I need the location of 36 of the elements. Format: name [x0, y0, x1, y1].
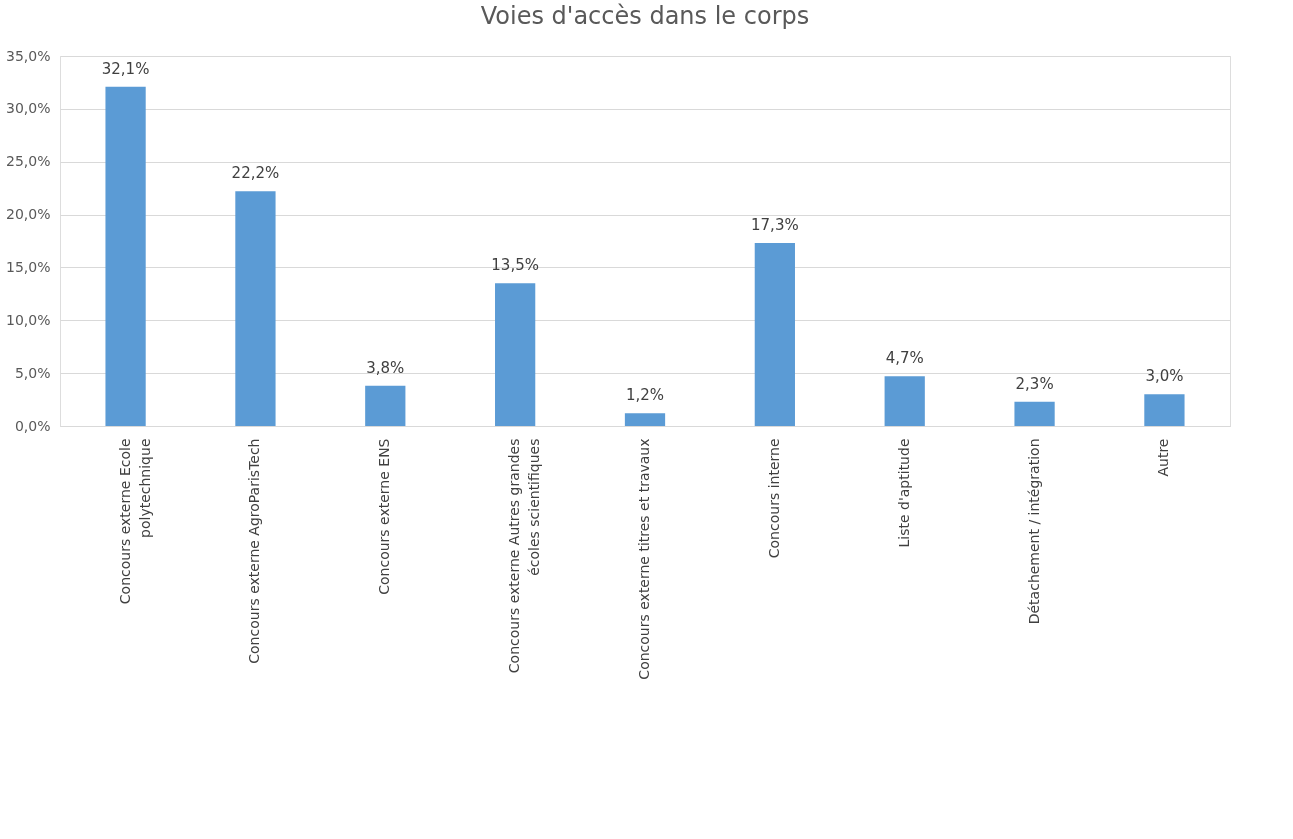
data-label: 1,2% — [625, 386, 665, 405]
x-tick-label: Concours externe titres et travaux — [636, 438, 652, 680]
y-tick-label: 20,0% — [6, 206, 51, 223]
x-tick-label: Autre — [1155, 438, 1172, 477]
data-label: 22,2% — [231, 164, 280, 183]
data-label: 13,5% — [491, 256, 539, 275]
x-tick-label: Concours externe Autres grandes écoles scientifiques — [506, 438, 543, 674]
bar — [1144, 394, 1185, 426]
bar — [235, 191, 276, 426]
data-label: 3,0% — [1145, 367, 1184, 386]
data-label: 17,3% — [751, 216, 799, 235]
x-tick-label: Concours externe ENS — [376, 438, 393, 595]
bar — [105, 86, 146, 426]
y-tick-label: 30,0% — [6, 100, 51, 117]
data-label: 32,1% — [101, 59, 150, 78]
bar — [884, 376, 925, 426]
data-label: 3,8% — [366, 358, 405, 377]
y-tick-label: 5,0% — [14, 364, 51, 381]
x-tick-label: Liste d'aptitude — [895, 438, 912, 548]
x-tick-label: Concours externe Ecole polytechnique — [116, 438, 153, 605]
bar — [495, 283, 536, 426]
data-label: 2,3% — [1015, 374, 1054, 393]
y-tick-label: 10,0% — [6, 311, 51, 328]
y-tick-label: 35,0% — [6, 47, 51, 64]
bar — [1014, 401, 1055, 426]
x-tick-label: Concours externe AgroParisTech — [246, 438, 263, 664]
bar — [624, 413, 666, 426]
chart-title: Voies d'accès dans le corps — [480, 2, 810, 30]
x-tick-label: Concours interne — [765, 438, 782, 559]
y-tick-label: 25,0% — [6, 153, 51, 170]
bar — [365, 385, 406, 426]
data-label: 4,7% — [885, 349, 924, 368]
y-tick-label: 0,0% — [14, 417, 51, 434]
y-tick-label: 15,0% — [6, 258, 51, 275]
x-tick-label: Détachement / intégration — [1025, 438, 1042, 625]
bar — [754, 243, 795, 426]
